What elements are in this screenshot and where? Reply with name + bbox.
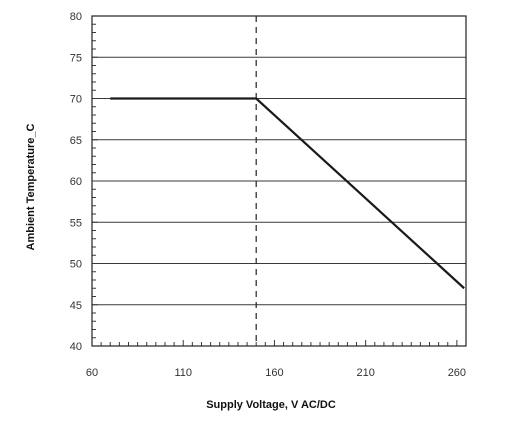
x-axis-title: Supply Voltage, V AC/DC [206,399,336,411]
y-tick-label: 80 [70,11,82,23]
axes [91,15,467,347]
y-tick-label: 60 [70,176,82,188]
y-axis-title: Ambient Temperature_C [25,123,37,250]
x-tick-label: 110 [174,367,192,379]
x-tick-label: 260 [448,367,466,379]
x-tick-label: 60 [86,367,98,379]
x-tick-labels: 60 110 160 210 260 [86,367,466,379]
minor-ticks [91,15,467,347]
y-tick-label: 50 [70,259,82,271]
y-tick-label: 75 [70,52,82,64]
plot-frame [91,15,467,347]
x-tick-label: 210 [356,367,374,379]
grid-lines [92,15,466,306]
y-tick-label: 45 [70,300,82,312]
series-line [110,97,465,290]
y-tick-label: 70 [70,94,82,106]
series-group [110,97,465,290]
x-tick-label: 160 [265,367,283,379]
y-tick-label: 40 [70,341,82,353]
y-tick-labels: 40 45 50 55 60 65 70 75 80 [70,11,82,353]
y-tick-label: 65 [70,135,82,147]
y-tick-label: 55 [70,217,82,229]
